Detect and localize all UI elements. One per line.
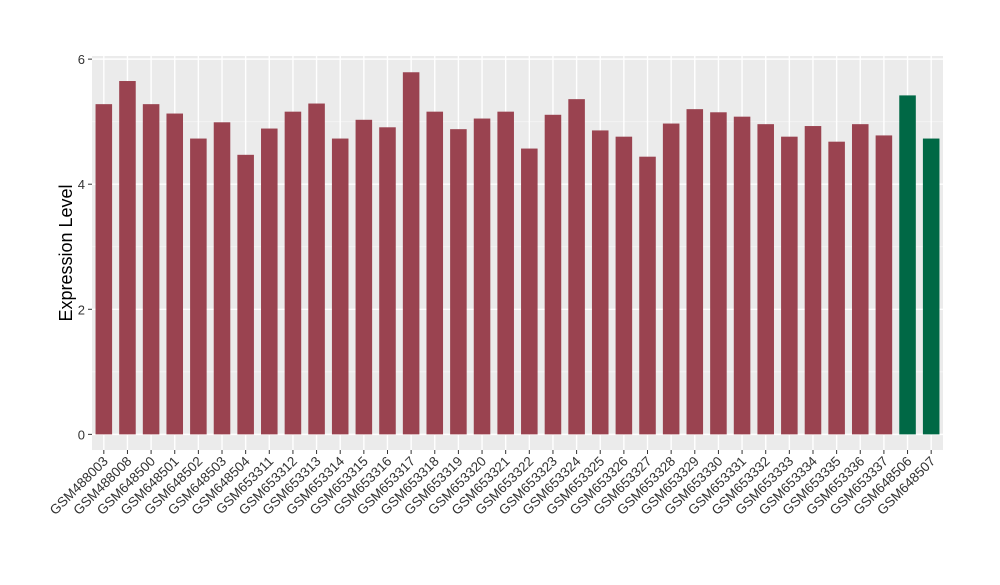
- bar-GSM648500: [142, 104, 160, 435]
- bar-GSM653321: [497, 111, 514, 435]
- bar-GSM653316: [379, 127, 396, 435]
- bar-GSM653318: [426, 111, 444, 435]
- bar-GSM653314: [331, 138, 349, 435]
- bar-GSM653337: [875, 135, 893, 435]
- bar-GSM653312: [284, 111, 302, 435]
- bar-GSM653324: [568, 99, 585, 435]
- x-axis: GSM488003GSM488008GSM648500GSM648501GSM6…: [47, 450, 938, 518]
- bar-GSM653327: [639, 156, 656, 435]
- bar-GSM653334: [804, 126, 822, 435]
- bar-GSM648506: [899, 95, 916, 435]
- minor-gridlines: [92, 121, 943, 373]
- bar-GSM653332: [757, 124, 774, 435]
- y-tick-label: 6: [78, 52, 85, 67]
- bar-GSM648501: [166, 113, 184, 435]
- bar-GSM648507: [922, 138, 940, 435]
- bar-GSM653319: [450, 129, 467, 435]
- bar-GSM653331: [733, 116, 751, 435]
- bar-GSM653320: [473, 118, 491, 435]
- bar-GSM648504: [237, 154, 254, 435]
- bar-GSM653322: [521, 148, 538, 435]
- y-tick-label: 0: [78, 427, 85, 442]
- bar-GSM653313: [308, 103, 325, 435]
- bar-GSM653329: [686, 109, 704, 435]
- bar-GSM653315: [355, 119, 373, 435]
- y-axis-label: Expression Level: [56, 184, 76, 321]
- bar-GSM653325: [591, 130, 609, 435]
- bar-GSM488008: [119, 81, 136, 435]
- bar-GSM653336: [851, 124, 869, 435]
- bar-GSM653323: [544, 114, 562, 435]
- y-axis: 0 2 4 6: [78, 52, 92, 442]
- bar-GSM648503: [213, 122, 231, 435]
- y-tick-label: 2: [78, 302, 85, 317]
- bars-group: [95, 72, 940, 435]
- y-tick-label: 4: [78, 177, 85, 192]
- bar-GSM653317: [402, 72, 420, 435]
- bar-GSM653333: [781, 136, 798, 435]
- bar-GSM653330: [710, 112, 727, 435]
- bar-GSM648502: [190, 138, 207, 435]
- bar-GSM653326: [615, 136, 633, 435]
- bar-GSM653335: [828, 141, 845, 435]
- bar-GSM488003: [95, 104, 113, 435]
- bar-GSM653328: [662, 123, 680, 435]
- bar-GSM653311: [261, 128, 278, 435]
